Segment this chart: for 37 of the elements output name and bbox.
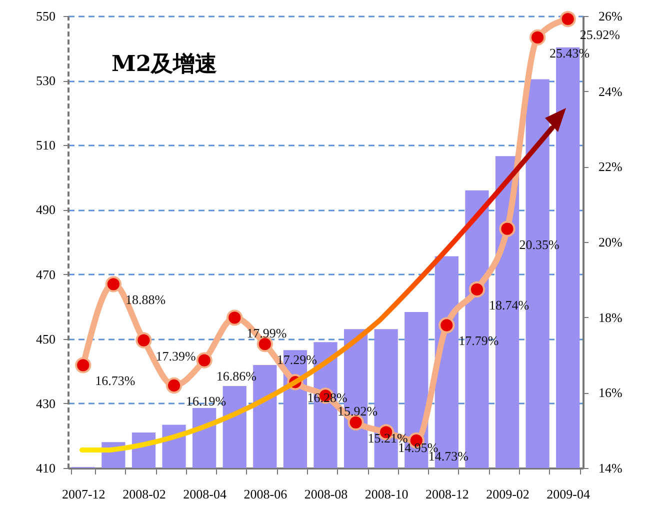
data-label: 17.29% <box>276 352 318 368</box>
x-tick-label: 2008-06 <box>244 486 288 502</box>
y-tick-label: 430 <box>36 396 56 411</box>
y2-tick-label: 20% <box>598 234 622 250</box>
data-label: 20.35% <box>519 236 560 252</box>
y-tick-label: 470 <box>36 266 56 282</box>
data-label: 16.19% <box>186 394 226 409</box>
x-tick-label: 2008-02 <box>122 486 166 502</box>
data-label: 16.86% <box>216 368 257 384</box>
y2-tick-label: 22% <box>598 159 622 174</box>
y-tick-label: 550 <box>36 8 56 24</box>
x-tick-label: 2008-04 <box>183 486 227 502</box>
y2-tick-label: 14% <box>598 460 622 476</box>
y2-tick-label: 16% <box>598 385 622 400</box>
x-tick-label: 2009-04 <box>546 486 591 502</box>
x-tick-label: 2008-10 <box>364 486 408 502</box>
y-tick-label: 450 <box>36 331 56 346</box>
data-label: 17.99% <box>246 326 287 341</box>
data-label: 17.39% <box>156 348 196 364</box>
x-tick-label: 2008-08 <box>304 486 348 502</box>
data-label: 25.43% <box>550 45 590 60</box>
x-tick-label: 2008-12 <box>426 486 469 502</box>
y2-tick-label: 24% <box>598 84 622 99</box>
y-tick-label: 530 <box>36 73 56 88</box>
data-label: 15.92% <box>338 404 378 419</box>
data-label: 18.74% <box>488 297 530 312</box>
y-tick-label: 490 <box>36 202 56 218</box>
y-tick-label: 510 <box>36 138 56 153</box>
text: M2及增速 <box>112 50 218 77</box>
x-tick-label: 2009-02 <box>486 486 530 502</box>
x-tick-label: 2007-12 <box>62 486 106 502</box>
data-label: 18.88% <box>125 292 166 308</box>
y-tick-label: 410 <box>36 460 56 476</box>
data-label: 17.79% <box>458 333 499 348</box>
y2-tick-label: 26% <box>598 8 622 24</box>
data-label: 16.73% <box>95 373 136 388</box>
y2-tick-label: 18% <box>598 310 622 325</box>
